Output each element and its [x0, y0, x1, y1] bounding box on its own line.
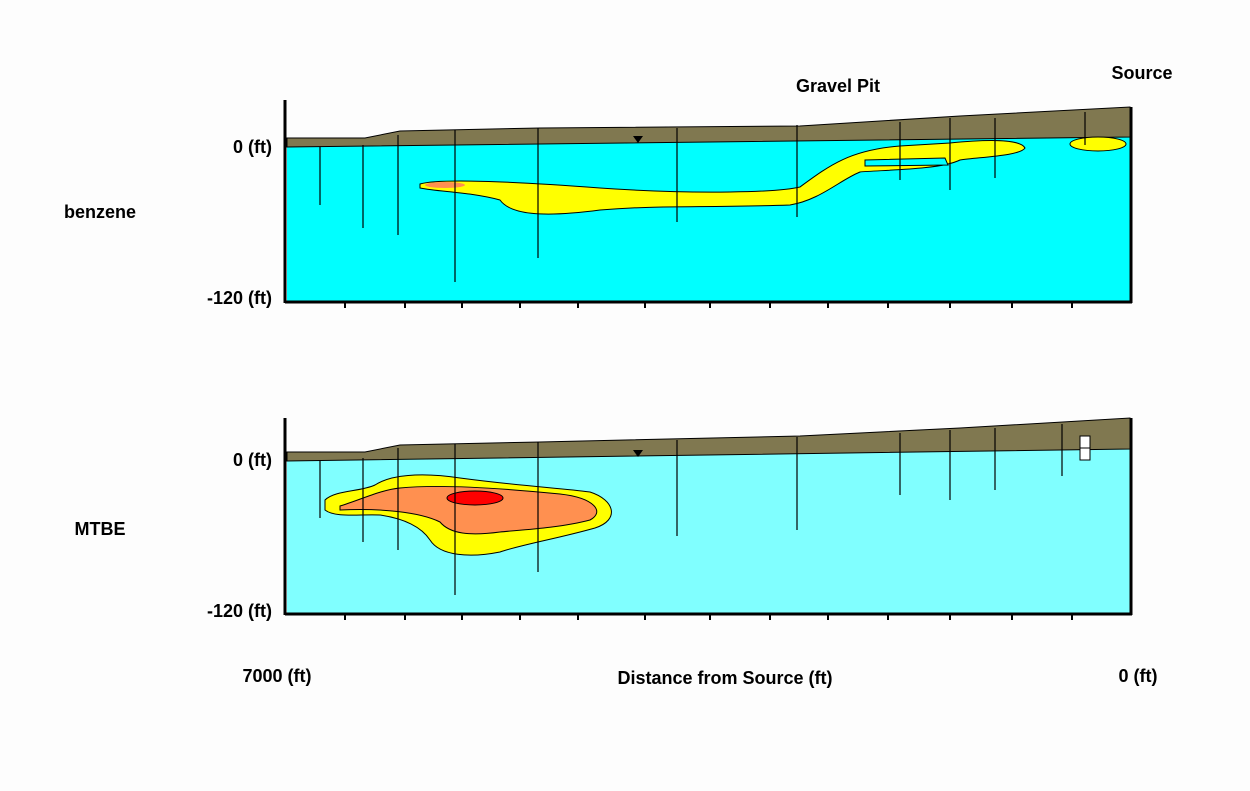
aquifer: [287, 449, 1130, 614]
benzene-panel: [283, 100, 1133, 308]
axis-end-label: 0 (ft): [1119, 666, 1158, 686]
ticks: [344, 614, 1073, 620]
ticks: [344, 302, 1073, 308]
depth-label: -120 (ft): [207, 601, 272, 621]
depth-label: 0 (ft): [233, 450, 272, 470]
label: Gravel Pit: [796, 76, 880, 96]
ground: [286, 106, 1131, 148]
plume-gap: [864, 157, 949, 167]
aquifer: [287, 137, 1130, 302]
plume-core: [425, 182, 465, 188]
axis-title: Distance from Source (ft): [617, 668, 832, 688]
depth-label: -120 (ft): [207, 288, 272, 308]
axis-end-label: 7000 (ft): [242, 666, 311, 686]
water-table-marker: [633, 450, 643, 457]
water-table-marker: [633, 136, 643, 143]
ground: [286, 417, 1131, 462]
mtbe-panel: [283, 417, 1133, 620]
panel-name: benzene: [64, 202, 136, 222]
depth-label: 0 (ft): [233, 137, 272, 157]
plume-peak: [446, 490, 504, 506]
plume-core: [339, 485, 598, 535]
wells: [319, 112, 1086, 282]
panel-name: MTBE: [75, 519, 126, 539]
label: Source: [1111, 63, 1172, 83]
wells: [319, 424, 1063, 595]
plume: [419, 140, 1026, 215]
plume: [1069, 136, 1127, 152]
